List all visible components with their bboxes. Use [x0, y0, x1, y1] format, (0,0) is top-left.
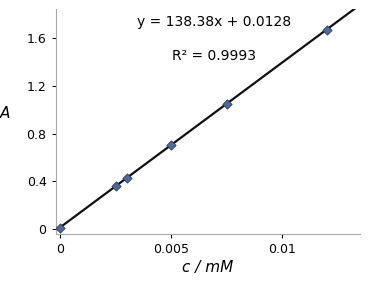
Point: [324, 27, 329, 32]
Point: [124, 176, 130, 180]
Point: [57, 226, 63, 231]
Point: [168, 143, 174, 147]
X-axis label: c / mM: c / mM: [182, 260, 233, 275]
Point: [224, 101, 230, 106]
Text: R² = 0.9993: R² = 0.9993: [172, 49, 256, 63]
Text: y = 138.38x + 0.0128: y = 138.38x + 0.0128: [137, 15, 291, 29]
Y-axis label: A: A: [0, 106, 10, 121]
Point: [113, 184, 119, 188]
